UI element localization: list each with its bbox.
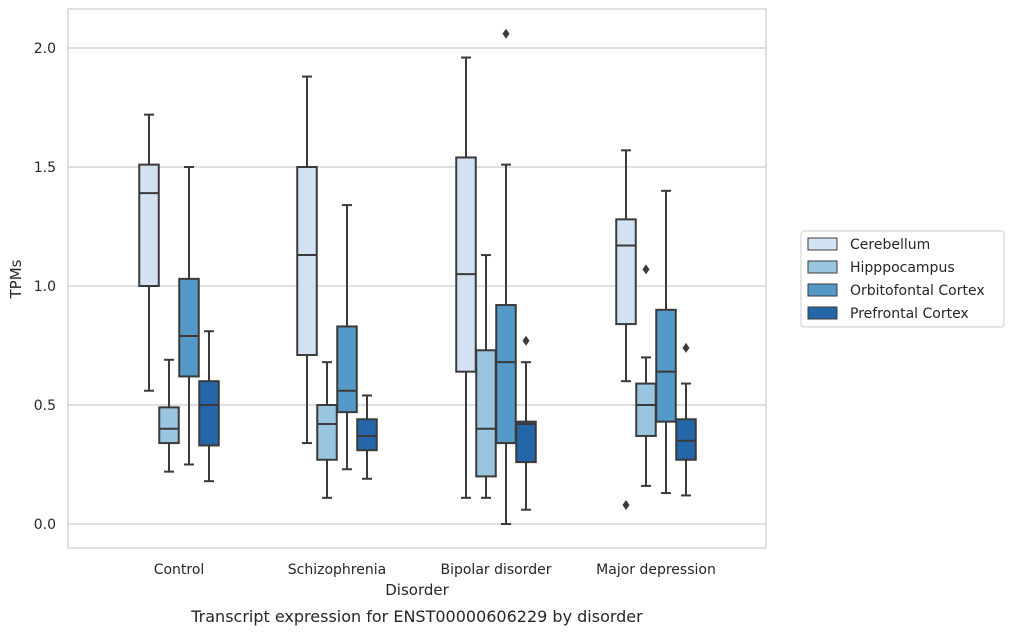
box-group [336, 204, 358, 471]
legend-items: Cerebellum Hipppocampus Orbitofontal Corte… [807, 237, 985, 322]
y-axis-label: TPMs [7, 259, 25, 299]
legend-swatch [807, 260, 838, 274]
x-axis-label: Disorder [385, 581, 449, 599]
box-group [455, 56, 477, 499]
series-cerebellum [138, 56, 637, 510]
legend-label: Cerebellum [850, 237, 930, 253]
legend-item: Cerebellum [807, 237, 930, 253]
y-tick-label: 0.5 [34, 398, 56, 414]
box [138, 163, 160, 287]
box [178, 277, 200, 378]
box-group [655, 189, 677, 495]
y-tick-label: 2.0 [34, 41, 56, 57]
box-groups [138, 28, 697, 525]
box [655, 308, 677, 423]
box [495, 304, 517, 445]
box [675, 418, 697, 461]
outlier-marker [642, 264, 650, 275]
box-group [615, 149, 637, 510]
series-prefrontal-cortex [198, 330, 697, 511]
box-group [198, 330, 220, 483]
legend-item: Hipppocampus [807, 260, 955, 276]
box [336, 325, 358, 414]
box-group [495, 28, 517, 525]
box [296, 166, 318, 357]
box [635, 382, 657, 437]
box [515, 420, 537, 464]
box [158, 406, 180, 445]
box-group [635, 264, 657, 487]
x-tick-label: Control [154, 562, 205, 578]
y-tick-label: 0.0 [34, 517, 56, 533]
box [475, 349, 497, 478]
series-hipppocampus [158, 254, 657, 499]
box-group [158, 358, 180, 473]
box-group [515, 335, 537, 511]
box-group [296, 75, 318, 445]
legend-swatch [807, 306, 838, 320]
legend-item: Prefrontal Cortex [807, 306, 969, 322]
box-group [475, 254, 497, 499]
outlier-marker [522, 335, 530, 346]
legend-label: Orbitofontal Cortex [850, 283, 985, 299]
chart-caption: Transcript expression for ENST0000060622… [190, 607, 643, 626]
y-tick-labels: 0.0 0.5 1.0 1.5 2.0 [34, 41, 56, 533]
legend-swatch [807, 237, 838, 251]
legend-frame [800, 230, 1005, 328]
box [356, 418, 378, 452]
legend-item: Orbitofontal Cortex [807, 283, 985, 299]
box [316, 404, 338, 461]
box [615, 218, 637, 326]
legend: Cerebellum Hipppocampus Orbitofontal Corte… [800, 230, 1005, 328]
outlier-marker [502, 28, 510, 39]
outlier-marker [622, 499, 630, 510]
grid-lines [68, 47, 766, 525]
legend-label: Prefrontal Cortex [850, 306, 969, 322]
outlier-marker [682, 342, 690, 353]
x-tick-label: Schizophrenia [288, 562, 386, 578]
box [198, 380, 220, 447]
x-tick-label: Major depression [596, 562, 716, 578]
box-group [356, 394, 378, 480]
series-orbitofontal-cortex [178, 28, 677, 525]
y-tick-label: 1.5 [34, 160, 56, 176]
box-group [138, 113, 160, 392]
box-group [675, 342, 697, 497]
plot-frame [67, 8, 767, 549]
y-tick-label: 1.0 [34, 279, 56, 295]
x-tick-labels: Control Schizophrenia Bipolar disorder Majo… [154, 562, 716, 578]
legend-swatch [807, 283, 838, 297]
box-group [178, 166, 200, 466]
box [455, 156, 477, 373]
x-tick-label: Bipolar disorder [440, 562, 551, 578]
legend-label: Hipppocampus [850, 260, 955, 276]
box-group [316, 361, 338, 499]
